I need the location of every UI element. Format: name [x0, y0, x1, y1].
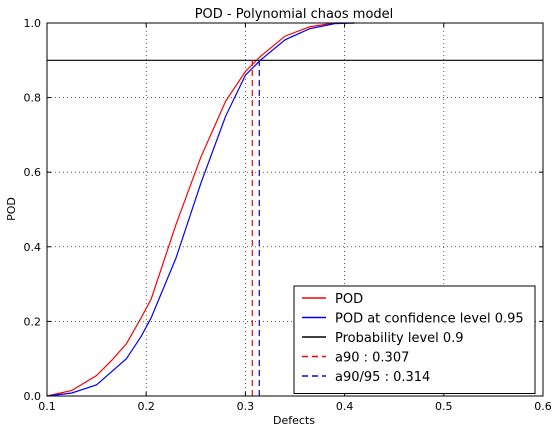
series-line-0: [46, 22, 355, 397]
legend-label: POD: [335, 292, 363, 307]
legend-label: a90/95 : 0.314: [335, 370, 430, 385]
axis-ticks: 0.1 0.2 0.3 0.4 0.5 0.6 0.0 0.2 0.4 0.6 0.8 1.0: [24, 17, 552, 413]
x-axis-label: Defects: [273, 414, 315, 427]
y-tick-label: 1.0: [24, 17, 42, 30]
y-tick-label: 0.6: [24, 166, 42, 179]
y-axis-label: POD: [5, 197, 18, 221]
x-tick-label: 0.3: [237, 400, 255, 413]
y-tick-label: 0.2: [24, 315, 42, 328]
legend-box: [293, 285, 536, 394]
y-tick-label: 0.0: [24, 390, 42, 403]
x-tick-label: 0.4: [336, 400, 354, 413]
x-tick-label: 0.6: [534, 400, 552, 413]
x-tick-label: 0.1: [38, 400, 56, 413]
legend-label: Probability level 0.9: [335, 331, 464, 346]
chart-title: POD - Polynomial chaos model: [195, 7, 394, 22]
series-layer: [46, 22, 543, 397]
y-tick-label: 0.4: [24, 241, 42, 254]
legend-label: POD at confidence level 0.95: [335, 312, 524, 327]
x-tick-label: 0.2: [137, 400, 155, 413]
x-tick-label: 0.5: [435, 400, 453, 413]
legend-label: a90 : 0.307: [335, 351, 409, 366]
plot-frame: [46, 22, 544, 397]
legend: POD POD at confidence level 0.95 Probabili…: [293, 285, 536, 394]
y-tick-label: 0.8: [24, 92, 42, 105]
series-line-1: [46, 22, 355, 397]
